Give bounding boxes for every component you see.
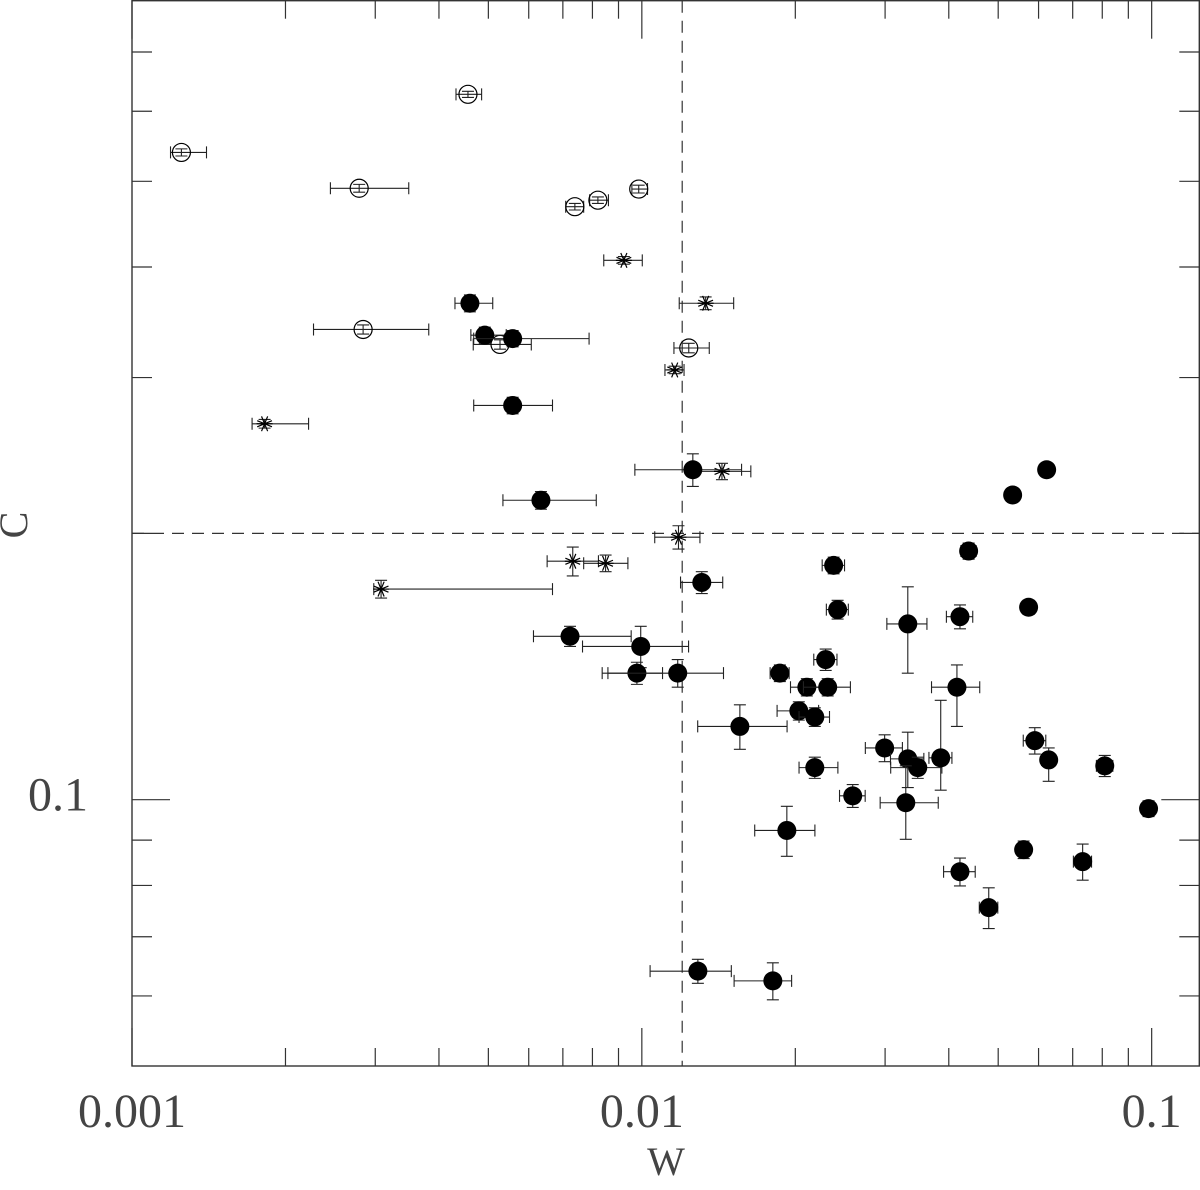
point [908, 758, 928, 778]
point [713, 463, 730, 480]
y-error-bar [682, 342, 695, 354]
y-tick-label: 0.1 [28, 769, 88, 822]
point [631, 636, 651, 656]
point [777, 820, 797, 840]
point [950, 607, 970, 627]
point [460, 293, 480, 313]
point [1095, 756, 1115, 776]
point [373, 581, 390, 597]
point [1003, 485, 1023, 505]
x-error-bar [473, 332, 590, 345]
x-error-bar [373, 583, 554, 596]
point [824, 555, 844, 575]
point [688, 961, 708, 981]
point [697, 295, 714, 311]
point [670, 529, 687, 545]
point [1014, 840, 1034, 860]
y-error-bar [934, 699, 947, 791]
point [256, 416, 273, 432]
point [353, 319, 373, 340]
point [1019, 597, 1039, 617]
point [1073, 852, 1093, 872]
point [818, 677, 838, 697]
y-error-bar [175, 148, 188, 157]
y-error-bar [461, 90, 474, 98]
x-error-bar [601, 667, 725, 680]
x-error-bar [169, 146, 208, 159]
point [560, 626, 580, 646]
y-axis-label: C [0, 512, 36, 539]
point [763, 971, 783, 991]
point [679, 338, 699, 358]
point [828, 600, 848, 620]
x-error-bar [733, 974, 793, 987]
y-error-bar [357, 324, 370, 335]
point [730, 716, 750, 736]
y-error-bar [591, 196, 604, 204]
point [898, 614, 918, 634]
point [588, 190, 608, 210]
point [947, 677, 967, 697]
point [1025, 731, 1045, 751]
point [770, 663, 790, 683]
point [683, 460, 703, 480]
point [458, 84, 478, 104]
x-error-bar [312, 323, 430, 336]
point [931, 748, 951, 768]
point [950, 862, 970, 882]
x-error-bar [329, 182, 410, 195]
y-error-bar [353, 183, 366, 193]
point [615, 252, 632, 268]
point [979, 898, 999, 918]
point [668, 663, 688, 683]
point [503, 329, 523, 349]
point [1037, 460, 1057, 480]
point [816, 650, 836, 670]
point [565, 197, 585, 217]
point [1139, 799, 1159, 819]
point [666, 362, 683, 378]
x-tick-label: 0.1 [1122, 1085, 1182, 1138]
point [959, 541, 979, 561]
x-error-bar [532, 630, 632, 643]
point [503, 395, 523, 415]
x-axis-label: W [647, 1139, 685, 1184]
point [875, 738, 895, 758]
x-tick-label: 0.001 [78, 1085, 186, 1138]
y-error-bar [632, 184, 645, 194]
point [1039, 750, 1059, 770]
point [896, 793, 916, 813]
point [789, 701, 809, 721]
point [564, 553, 581, 569]
point [629, 179, 649, 199]
point [805, 707, 825, 727]
point [805, 758, 825, 778]
x-tick-label: 0.01 [600, 1085, 684, 1138]
point [531, 490, 551, 510]
y-error-bar [568, 202, 581, 211]
point [692, 572, 712, 592]
point [843, 786, 863, 806]
point [597, 555, 614, 571]
point [349, 178, 369, 198]
point [171, 142, 192, 163]
point [475, 325, 495, 345]
